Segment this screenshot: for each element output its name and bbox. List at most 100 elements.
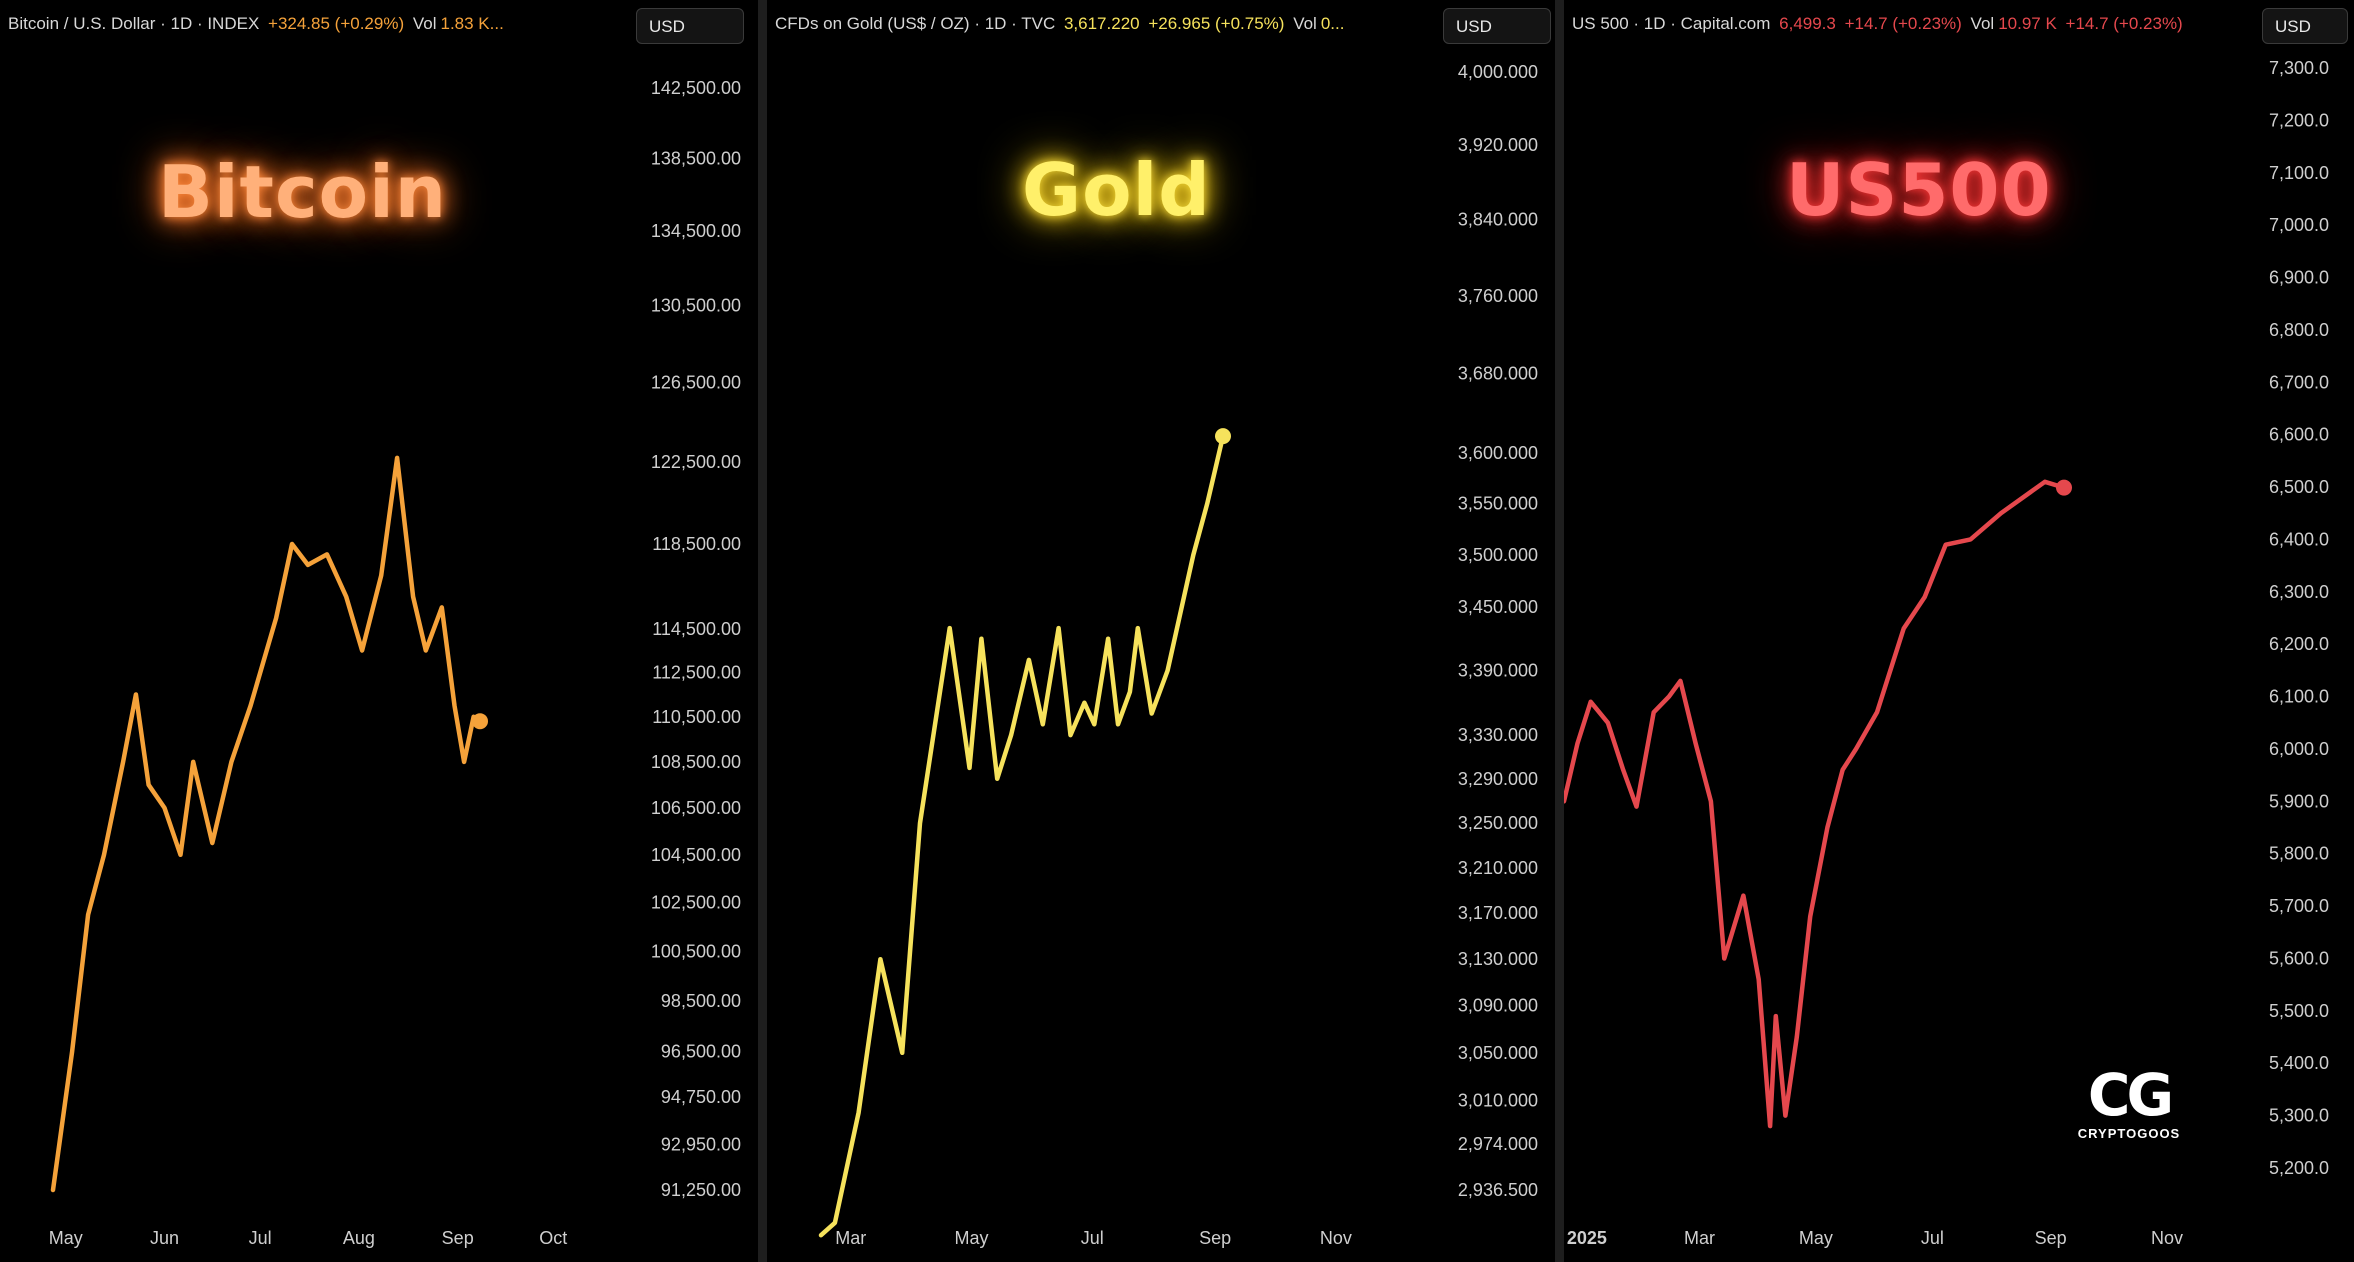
y-tick-label: 7,000.0 xyxy=(2269,215,2329,235)
y-tick-label: 6,500.0 xyxy=(2269,477,2329,497)
y-tick-label: 3,760.000 xyxy=(1458,286,1538,306)
y-tick-label: 5,300.0 xyxy=(2269,1106,2329,1126)
panel-divider-1[interactable] xyxy=(758,0,767,1262)
bitcoin-vol-label: Vol xyxy=(412,14,437,33)
last-price-marker xyxy=(1215,428,1231,445)
us500-chart[interactable]: 7,300.0 7,200.0 7,100.0 7,000.0 6,900.0 6,800… xyxy=(1564,0,2354,1262)
y-tick-label: 7,200.0 xyxy=(2269,110,2329,130)
y-tick-label: 5,200.0 xyxy=(2269,1158,2329,1178)
y-tick-label: 102,500.00 xyxy=(651,893,741,913)
y-tick-label: 3,170.000 xyxy=(1458,903,1538,923)
y-tick-label: 3,390.000 xyxy=(1458,661,1538,681)
y-tick-label: 114,500.00 xyxy=(652,619,741,639)
y-tick-label: 3,090.000 xyxy=(1458,996,1538,1016)
last-price-marker xyxy=(472,713,488,730)
y-tick-label: 7,300.0 xyxy=(2269,58,2329,78)
x-tick-label: May xyxy=(49,1228,83,1248)
y-tick-label: 122,500.00 xyxy=(651,452,741,472)
y-tick-label: 3,500.000 xyxy=(1458,545,1538,565)
last-price-marker xyxy=(2056,479,2072,496)
us500-change: +14.7 (+0.23%) xyxy=(1844,14,1962,33)
gold-vol-label: Vol xyxy=(1293,14,1317,33)
y-tick-label: 6,400.0 xyxy=(2269,529,2329,549)
y-tick-label: 6,100.0 xyxy=(2269,687,2329,707)
x-tick-label: May xyxy=(1799,1228,1833,1248)
y-tick-label: 3,010.000 xyxy=(1458,1091,1538,1111)
y-tick-label: 3,450.000 xyxy=(1458,597,1538,617)
price-line xyxy=(1564,479,2067,1129)
y-tick-label: 4,000.000 xyxy=(1458,62,1538,82)
y-tick-label: 3,050.000 xyxy=(1458,1043,1538,1063)
x-tick-label: Aug xyxy=(343,1228,375,1248)
bitcoin-vol-value: 1.83 K... xyxy=(440,14,504,33)
gold-change: +26.965 (+0.75%) xyxy=(1148,14,1285,33)
us500-vol-value: 10.97 K xyxy=(1998,14,2057,33)
price-line xyxy=(818,433,1226,1238)
gold-title: Gold xyxy=(1022,148,1211,232)
x-tick-label: Nov xyxy=(2151,1228,2183,1248)
x-tick-label: Oct xyxy=(539,1228,567,1248)
y-tick-label: 142,500.00 xyxy=(651,78,741,98)
bitcoin-change: +324.85 (+0.29%) xyxy=(268,14,405,33)
bitcoin-currency-button[interactable]: USD xyxy=(636,8,744,44)
y-tick-label: 138,500.00 xyxy=(651,148,741,168)
gold-price: 3,617.220 xyxy=(1063,14,1140,33)
us500-currency-button[interactable]: USD xyxy=(2262,8,2348,44)
x-tick-label: Mar xyxy=(835,1228,866,1248)
bitcoin-header: Bitcoin / U.S. Dollar · 1D · INDEX +324.… xyxy=(8,14,508,34)
y-tick-label: 106,500.00 xyxy=(651,798,741,818)
us500-title: US500 xyxy=(1786,148,2052,232)
y-tick-label: 6,700.0 xyxy=(2269,372,2329,392)
gold-panel: CFDs on Gold (US$ / OZ) · 1D · TVC 3,617… xyxy=(767,0,1555,1262)
us500-symbol[interactable]: US 500 · 1D · Capital.com xyxy=(1572,14,1771,33)
bitcoin-symbol[interactable]: Bitcoin / U.S. Dollar · 1D · INDEX xyxy=(8,14,260,33)
y-tick-label: 2,974.000 xyxy=(1458,1134,1538,1154)
x-tick-label: May xyxy=(954,1228,988,1248)
y-tick-label: 130,500.00 xyxy=(651,295,741,315)
y-tick-label: 5,900.0 xyxy=(2269,791,2329,811)
price-line xyxy=(50,455,483,1193)
y-tick-label: 7,100.0 xyxy=(2269,163,2329,183)
bitcoin-panel: Bitcoin / U.S. Dollar · 1D · INDEX +324.… xyxy=(0,0,758,1262)
cryptogoos-logo-icon: CG xyxy=(2087,1061,2174,1129)
y-tick-label: 3,210.000 xyxy=(1458,858,1538,878)
gold-chart[interactable]: 4,000.000 3,920.000 3,840.000 3,760.000 3,68… xyxy=(767,0,1555,1262)
y-tick-label: 94,750.00 xyxy=(661,1087,741,1107)
y-tick-label: 3,550.000 xyxy=(1458,494,1538,514)
us500-panel: US 500 · 1D · Capital.com 6,499.3 +14.7 … xyxy=(1564,0,2354,1262)
panel-divider-2[interactable] xyxy=(1555,0,1564,1262)
y-tick-label: 3,250.000 xyxy=(1458,813,1538,833)
gold-symbol[interactable]: CFDs on Gold (US$ / OZ) · 1D · TVC xyxy=(775,14,1056,33)
y-tick-label: 3,840.000 xyxy=(1458,210,1538,230)
y-tick-label: 3,330.000 xyxy=(1458,725,1538,745)
y-tick-label: 6,200.0 xyxy=(2269,634,2329,654)
x-tick-label: Jul xyxy=(249,1228,272,1248)
us500-price: 6,499.3 xyxy=(1779,14,1836,33)
bitcoin-title: Bitcoin xyxy=(158,150,448,234)
x-tick-label: Sep xyxy=(1199,1228,1231,1248)
gold-vol-value: 0... xyxy=(1320,14,1345,33)
gold-header: CFDs on Gold (US$ / OZ) · 1D · TVC 3,617… xyxy=(775,14,1348,34)
y-tick-label: 5,800.0 xyxy=(2269,844,2329,864)
x-tick-label: Jul xyxy=(1921,1228,1944,1248)
y-tick-label: 100,500.00 xyxy=(651,941,741,961)
y-tick-label: 91,250.00 xyxy=(661,1180,741,1200)
y-tick-label: 112,500.00 xyxy=(652,662,741,682)
x-tick-label: Sep xyxy=(442,1228,474,1248)
cryptogoos-logo: CG CRYPTOGOOS xyxy=(2064,1066,2194,1141)
y-tick-label: 118,500.00 xyxy=(652,534,741,554)
bitcoin-chart[interactable]: 142,500.00 138,500.00 134,500.00 130,500.00… xyxy=(0,0,758,1262)
y-tick-label: 3,680.000 xyxy=(1458,364,1538,384)
x-tick-label: Nov xyxy=(1320,1228,1352,1248)
y-tick-label: 5,700.0 xyxy=(2269,896,2329,916)
cryptogoos-logo-text: CRYPTOGOOS xyxy=(2077,1126,2181,1141)
y-tick-label: 92,950.00 xyxy=(661,1134,741,1154)
y-tick-label: 6,800.0 xyxy=(2269,320,2329,340)
gold-currency-button[interactable]: USD xyxy=(1443,8,1551,44)
x-tick-label: Mar xyxy=(1684,1228,1715,1248)
y-tick-label: 6,300.0 xyxy=(2269,582,2329,602)
y-tick-label: 126,500.00 xyxy=(651,372,741,392)
y-tick-label: 5,600.0 xyxy=(2269,948,2329,968)
y-tick-label: 3,600.000 xyxy=(1458,443,1538,463)
x-tick-label: Sep xyxy=(2035,1228,2067,1248)
